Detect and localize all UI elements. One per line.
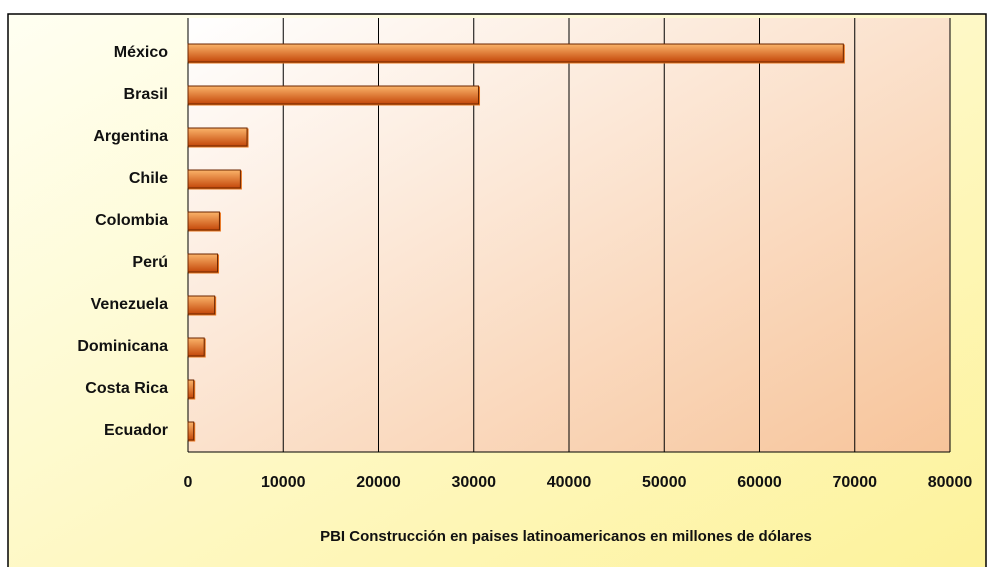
bar (187, 85, 480, 105)
y-tick-label: Argentina (93, 128, 168, 145)
bar (187, 253, 219, 273)
y-tick-label: Venezuela (91, 296, 168, 313)
bar (187, 337, 205, 357)
x-tick-label: 40000 (547, 474, 592, 491)
bar (187, 379, 195, 399)
y-tick-label: Perú (132, 254, 168, 271)
x-tick-label: 10000 (261, 474, 306, 491)
bar (187, 295, 216, 315)
bar (187, 211, 220, 231)
y-tick-label: Colombia (95, 212, 168, 229)
x-tick-label: 60000 (737, 474, 782, 491)
bar (187, 421, 195, 441)
x-tick-label: 70000 (833, 474, 878, 491)
y-tick-label: Brasil (124, 86, 168, 103)
bar (187, 169, 241, 189)
bar (187, 43, 844, 63)
x-tick-label: 0 (184, 474, 193, 491)
x-tick-label: 20000 (356, 474, 401, 491)
y-tick-label: Dominicana (77, 338, 168, 355)
x-axis-label: PBI Construcción en paises latinoamerica… (320, 528, 812, 545)
bar (187, 127, 248, 147)
y-tick-label: Costa Rica (85, 380, 168, 397)
x-tick-label: 50000 (642, 474, 687, 491)
x-tick-label: 30000 (452, 474, 497, 491)
y-tick-label: México (114, 44, 168, 61)
y-tick-label: Chile (129, 170, 168, 187)
x-tick-label: 80000 (928, 474, 973, 491)
y-tick-label: Ecuador (104, 422, 168, 439)
